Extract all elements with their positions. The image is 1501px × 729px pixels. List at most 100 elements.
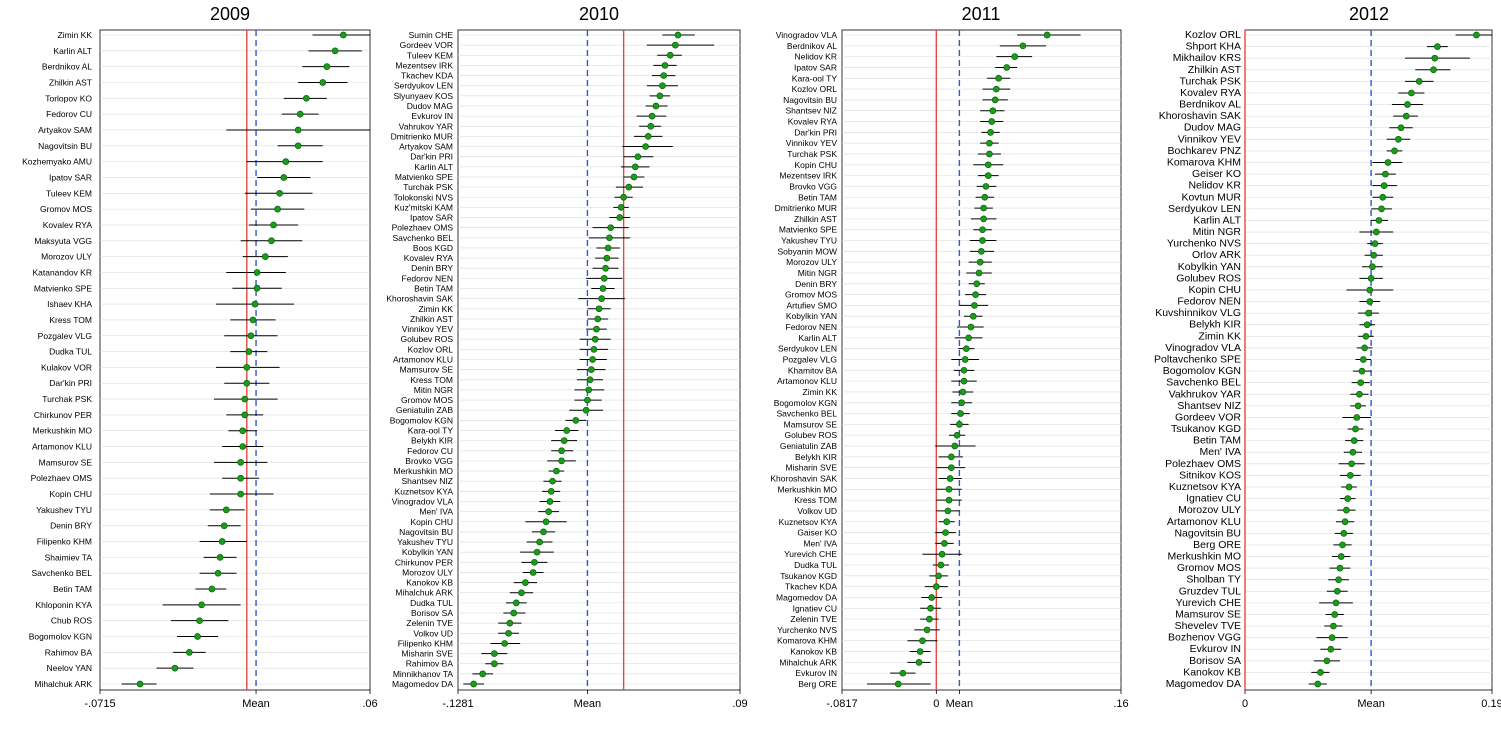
point-belykh-kir <box>1364 322 1370 328</box>
row-label: Betin TAM <box>414 284 453 294</box>
point-khoroshavin-sak <box>947 475 953 481</box>
point-geniatulin-zab <box>583 407 589 413</box>
point-bogomolov-kgn <box>573 417 579 423</box>
row-label: Gromov MOS <box>785 290 837 300</box>
point-kuvshinnikov-vlg <box>1366 310 1372 316</box>
point-zhilkin-ast <box>320 79 326 85</box>
row-label: Dudov MAG <box>407 101 453 111</box>
point-morozov-uly <box>1343 507 1349 513</box>
point-artamonov-klu <box>240 444 246 450</box>
row-label: Fedorov NEN <box>402 273 454 283</box>
row-label: Zhilkin AST <box>1188 64 1242 76</box>
point-belykh-kir <box>948 454 954 460</box>
row-label: Artyakov SAM <box>399 142 453 152</box>
row-label: Dmitrienko MUR <box>775 203 837 213</box>
point-kara-ool-ty <box>564 427 570 433</box>
row-label: Savchenko BEL <box>32 568 93 578</box>
row-label: Morozov ULY <box>1178 504 1241 516</box>
point-nagovitsin-bu <box>295 143 301 149</box>
point-bochkarev-pnz <box>1392 148 1398 154</box>
point-mamsurov-se <box>238 459 244 465</box>
point-mamsurov-se <box>588 367 594 373</box>
row-label: Yurchenko NVS <box>777 625 837 635</box>
point-fedorov-nen <box>968 324 974 330</box>
point-kozlov-orl <box>1473 32 1479 38</box>
row-label: Bogomolov KGN <box>390 415 453 425</box>
point-dmitrienko-mur <box>645 133 651 139</box>
row-label: Sobyanin MOW <box>777 246 837 256</box>
x-tick-label: Mean <box>946 698 974 710</box>
row-label: Kuz'mitski KAM <box>394 202 453 212</box>
row-label: Rahimov BA <box>45 647 93 657</box>
point-gordeev-vor <box>1354 414 1360 420</box>
row-label: Poltavchenko SPE <box>1154 354 1241 366</box>
row-label: Men' IVA <box>803 538 837 548</box>
row-label: Kanokov KB <box>790 647 837 657</box>
row-label: Ignatiev CU <box>1186 493 1241 505</box>
point-volkov-ud <box>945 508 951 514</box>
point-rahimov-ba <box>491 661 497 667</box>
point-kanokov-kb <box>1317 669 1323 675</box>
row-label: Pozgalev VLG <box>38 331 92 341</box>
row-label: Kozhemyako AMU <box>22 157 92 167</box>
point-kanokov-kb <box>522 580 528 586</box>
point-berdnikov-al <box>1405 102 1411 108</box>
row-label: Yurevich CHE <box>784 549 837 559</box>
row-label: Nagovitsin BU <box>399 527 453 537</box>
point-kozlov-orl <box>591 346 597 352</box>
point-misharin-sve <box>491 651 497 657</box>
row-label: Tuleev KEM <box>46 188 92 198</box>
point-dudka-tul <box>513 600 519 606</box>
point-vinogradov-vla <box>1362 345 1368 351</box>
row-label: Sumin CHE <box>409 30 454 40</box>
row-label: Fedorov NEN <box>786 322 838 332</box>
row-label: Kopin CHU <box>1188 284 1241 296</box>
x-tick-label: 0.19 <box>1481 698 1501 710</box>
point-orlov-ark <box>1371 252 1377 258</box>
point-vinogradov-vla <box>1044 32 1050 38</box>
row-label: Dudka TUL <box>49 347 92 357</box>
row-label: Kopin CHU <box>410 517 453 527</box>
point-betin-tam <box>982 194 988 200</box>
point-bogomolov-kgn <box>195 634 201 640</box>
point-artufiev-smo <box>971 302 977 308</box>
row-label: Neelov YAN <box>46 663 92 673</box>
row-label: Pozgalev VLG <box>783 355 837 365</box>
row-label: Slyunyaev KOS <box>393 91 453 101</box>
point-bogomolov-kgn <box>959 400 965 406</box>
row-label: Serdyukov LEN <box>778 344 837 354</box>
row-label: Kovalev RYA <box>788 117 838 127</box>
point-kovtun-mur <box>1380 194 1386 200</box>
point-morozov-uly <box>530 569 536 575</box>
point-khloponin-kya <box>199 602 205 608</box>
row-label: Magomedov DA <box>392 679 453 689</box>
point-chirkunov-per <box>242 412 248 418</box>
row-label: Kress TOM <box>49 315 92 325</box>
point-dudka-tul <box>938 562 944 568</box>
row-label: Khoroshavin SAK <box>1159 110 1241 122</box>
point-geniatulin-zab <box>952 443 958 449</box>
row-label: Mamsurov SE <box>1175 608 1241 620</box>
point-evkurov-in <box>1328 646 1334 652</box>
row-label: Vinnikov YEV <box>402 324 454 334</box>
row-label: Torlopov KO <box>45 93 92 103</box>
row-label: Fedorov CU <box>407 446 453 456</box>
row-label: Bogomolov KGN <box>1163 365 1241 377</box>
row-label: Merkushkin MO <box>777 484 837 494</box>
point-ipatov-sar <box>617 215 623 221</box>
row-label: Nelidov KR <box>1188 180 1241 192</box>
row-label: Nagovitsin BU <box>1174 527 1241 539</box>
row-label: Shantsev NIZ <box>786 106 838 116</box>
row-label: Zhilkin AST <box>410 314 453 324</box>
row-label: Evkurov IN <box>411 111 453 121</box>
point-nelidov-kr <box>1381 183 1387 189</box>
point-pozgalev-vlg <box>248 333 254 339</box>
point-kovalev-rya <box>604 255 610 261</box>
point-berdnikov-al <box>1020 43 1026 49</box>
row-label: Sholban TY <box>1186 574 1241 586</box>
point-betin-tam <box>1351 438 1357 444</box>
row-label: Betin TAM <box>798 192 837 202</box>
point-magomedov-da <box>471 681 477 687</box>
row-label: Zhilkin AST <box>794 214 837 224</box>
